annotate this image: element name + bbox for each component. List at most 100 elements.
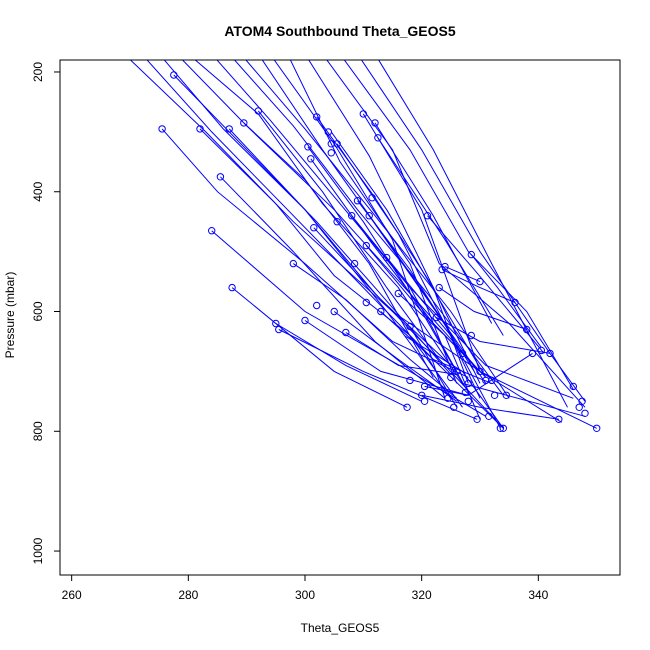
- data-point-7: [216, 173, 225, 181]
- data-point-42: [418, 391, 426, 399]
- data-point-52: [450, 403, 458, 411]
- profile-line-44: [377, 137, 504, 336]
- y-tick-label-200: 200: [31, 62, 45, 82]
- data-point-72: [528, 349, 537, 358]
- plot-frame: [59, 59, 621, 576]
- data-point-49: [441, 262, 449, 271]
- profile-line-57: [470, 254, 542, 348]
- data-point-21: [327, 149, 335, 157]
- profile-line-55: [441, 269, 516, 303]
- data-point-9: [228, 283, 236, 292]
- profile-line-52: [427, 215, 545, 354]
- y-tick-label-800: 800: [31, 421, 45, 441]
- data-point-26: [348, 212, 356, 220]
- data-point-66: [490, 391, 499, 399]
- data-point-80: [593, 424, 601, 432]
- data-point-11: [275, 325, 283, 334]
- data-point-14: [304, 143, 312, 151]
- profile-line-18: [173, 74, 452, 375]
- profile-line-43: [374, 122, 493, 324]
- data-point-44: [420, 397, 429, 405]
- profile-line-46: [386, 257, 501, 429]
- data-point-22: [330, 307, 338, 316]
- data-point-4: [225, 125, 233, 133]
- data-point-58: [467, 250, 475, 259]
- data-point-73: [537, 346, 545, 355]
- data-point-16: [310, 224, 318, 232]
- data-point-30: [362, 241, 370, 250]
- data-point-19: [324, 128, 332, 136]
- profile-line-37: [345, 332, 457, 375]
- profile-line-23: [231, 287, 408, 408]
- data-point-57: [464, 397, 472, 405]
- y-tick-label-600: 600: [31, 301, 45, 321]
- data-point-45: [423, 212, 432, 220]
- profile-line-36: [336, 143, 458, 348]
- profile-line-48: [403, 335, 504, 429]
- data-point-79: [581, 409, 589, 417]
- profile-line-53: [436, 317, 551, 354]
- profile-line-2: [146, 60, 504, 429]
- profile-line-6: [216, 60, 574, 399]
- data-point-75: [555, 415, 563, 423]
- profile-line-4: [181, 60, 562, 423]
- data-point-43: [420, 382, 429, 391]
- x-tick-label-300: 300: [295, 588, 315, 602]
- y-tick-label-1000: 1000: [31, 537, 45, 564]
- profile-line-19: [199, 128, 463, 408]
- data-point-62: [476, 277, 484, 286]
- data-point-8: [208, 227, 216, 235]
- data-point-1: [170, 71, 178, 79]
- data-point-78: [578, 397, 586, 405]
- profile-line-54: [438, 287, 527, 330]
- data-point-50: [444, 394, 452, 402]
- profile-line-29: [304, 320, 469, 396]
- profile-line-22: [228, 128, 452, 399]
- profile-line-50: [421, 394, 559, 420]
- profile-line-49: [409, 326, 458, 408]
- data-point-69: [502, 391, 510, 399]
- data-point-31: [362, 298, 370, 307]
- data-point-18: [313, 301, 321, 310]
- profile-line-38: [351, 215, 458, 372]
- data-point-34: [371, 119, 379, 127]
- data-point-40: [406, 322, 414, 331]
- data-point-13: [301, 316, 309, 325]
- profile-line-12: [308, 60, 481, 384]
- data-point-23: [333, 140, 341, 148]
- profile-line-21: [220, 176, 446, 399]
- data-point-20: [327, 140, 335, 148]
- profile-line-51: [424, 352, 533, 396]
- data-point-37: [383, 253, 391, 262]
- x-tick-label-320: 320: [412, 588, 432, 602]
- data-point-53: [453, 367, 461, 376]
- data-point-38: [394, 289, 402, 298]
- data-point-61: [476, 367, 484, 376]
- data-point-56: [464, 379, 472, 388]
- data-point-36: [377, 307, 385, 316]
- data-point-76: [569, 382, 577, 391]
- data-point-17: [313, 113, 321, 121]
- profile-line-42: [368, 215, 487, 384]
- data-point-65: [488, 376, 496, 385]
- x-axis: 260 280 300 320 340: [62, 575, 549, 602]
- series-layer: [129, 60, 597, 429]
- profile-line-3: [163, 60, 504, 429]
- data-point-68: [499, 424, 507, 432]
- x-tick-label-340: 340: [528, 588, 548, 602]
- data-point-15: [307, 155, 315, 163]
- data-point-74: [546, 349, 554, 358]
- data-point-51: [447, 373, 455, 382]
- profile-line-10: [273, 60, 446, 399]
- data-point-41: [406, 376, 414, 385]
- profile-line-56: [444, 266, 481, 283]
- data-point-25: [342, 328, 350, 337]
- data-point-28: [353, 197, 362, 205]
- profile-line-17: [161, 128, 469, 378]
- data-point-32: [365, 212, 373, 220]
- data-point-60: [473, 415, 481, 423]
- profile-line-14: [343, 60, 574, 390]
- data-point-3: [196, 125, 204, 133]
- data-point-12: [289, 259, 297, 268]
